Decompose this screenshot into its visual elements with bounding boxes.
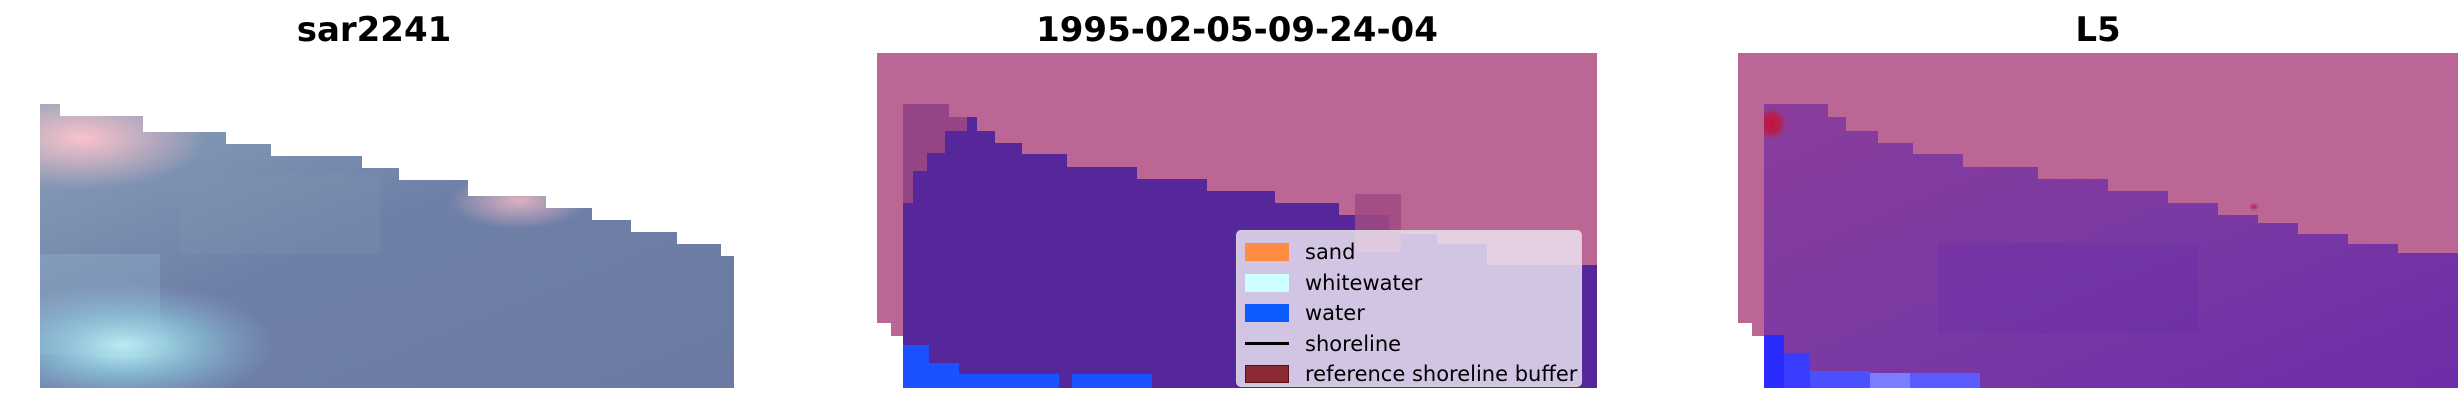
- legend-label-whitewater: whitewater: [1305, 270, 1423, 295]
- legend-item-water: water: [1245, 298, 1581, 329]
- legend-swatch-sand: [1245, 243, 1289, 262]
- panel-title-rgb: sar2241: [296, 10, 452, 50]
- legend: sand whitewater water shoreline referenc…: [1236, 230, 1582, 387]
- legend-item-shoreline: shoreline: [1245, 329, 1581, 360]
- legend-swatch-whitewater: [1245, 273, 1289, 292]
- legend-item-whitewater: whitewater: [1245, 268, 1581, 299]
- rgb-image-panel: [40, 104, 734, 388]
- panel-title-classification: 1995-02-05-09-24-04: [1036, 10, 1438, 50]
- legend-item-reference-buffer: reference shoreline buffer: [1245, 359, 1581, 390]
- panel-title-index: L5: [2075, 10, 2121, 50]
- legend-line-shoreline: [1245, 342, 1289, 346]
- index-image: [1738, 53, 2458, 388]
- legend-label-reference-buffer: reference shoreline buffer: [1305, 362, 1578, 387]
- rgb-image: [40, 104, 734, 388]
- legend-swatch-water: [1245, 304, 1289, 323]
- legend-item-sand: sand: [1245, 237, 1581, 268]
- legend-swatch-reference-buffer: [1245, 365, 1289, 384]
- legend-label-sand: sand: [1305, 240, 1356, 265]
- legend-label-water: water: [1305, 301, 1365, 326]
- index-panel: [1738, 53, 2458, 388]
- legend-label-shoreline: shoreline: [1305, 331, 1402, 356]
